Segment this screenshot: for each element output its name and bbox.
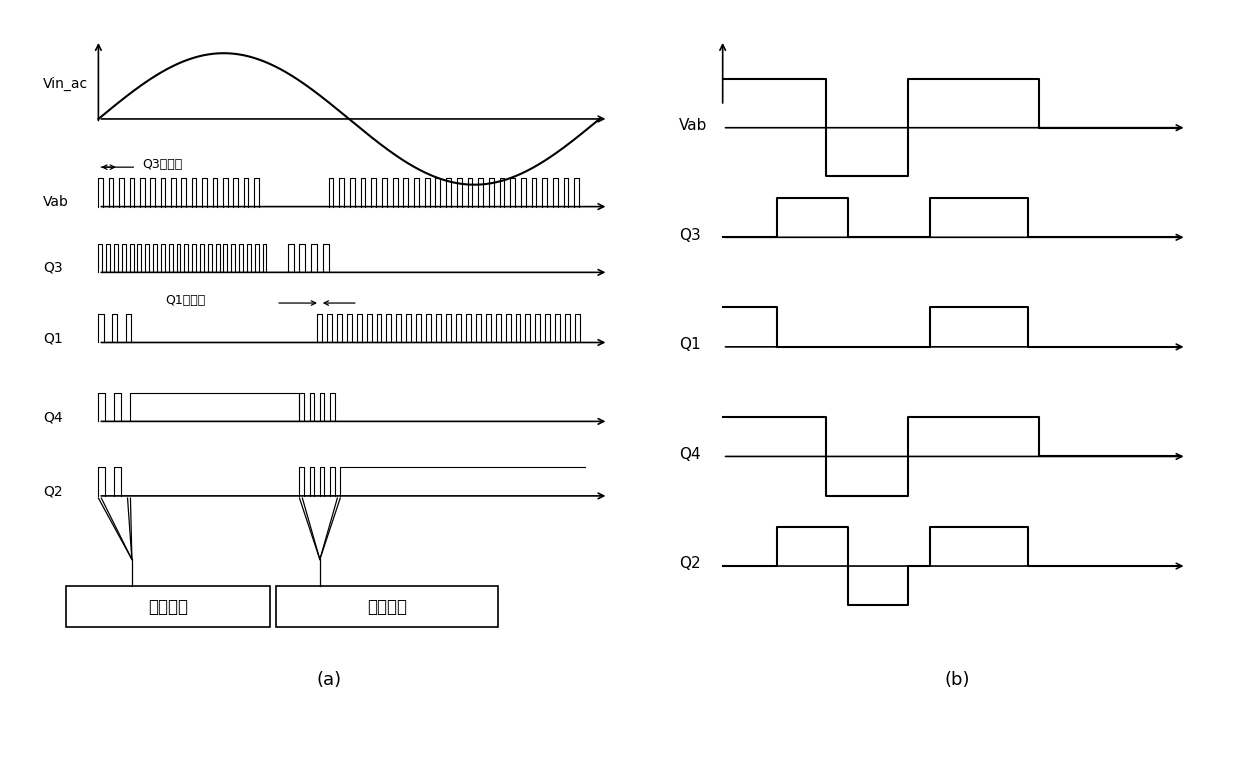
Text: 死区控制: 死区控制 bbox=[149, 597, 188, 615]
Text: Q3: Q3 bbox=[680, 228, 701, 242]
Text: Q3: Q3 bbox=[43, 261, 63, 275]
Text: Vab: Vab bbox=[680, 118, 707, 133]
Text: Q3软起动: Q3软起动 bbox=[143, 159, 182, 171]
Bar bbox=[277, 586, 497, 627]
Bar bbox=[67, 586, 270, 627]
Text: Q4: Q4 bbox=[43, 410, 63, 424]
Text: Q1软起动: Q1软起动 bbox=[165, 294, 206, 307]
Text: 双极控制: 双极控制 bbox=[367, 597, 407, 615]
Text: Vab: Vab bbox=[43, 196, 69, 210]
Text: Vin_ac: Vin_ac bbox=[43, 77, 88, 91]
Text: (a): (a) bbox=[316, 671, 341, 689]
Text: (b): (b) bbox=[945, 671, 970, 689]
Text: Q2: Q2 bbox=[43, 485, 63, 498]
Text: Q4: Q4 bbox=[680, 447, 701, 461]
Text: Q2: Q2 bbox=[680, 556, 701, 572]
Text: Q1: Q1 bbox=[680, 337, 701, 352]
Text: Q1: Q1 bbox=[43, 331, 63, 345]
